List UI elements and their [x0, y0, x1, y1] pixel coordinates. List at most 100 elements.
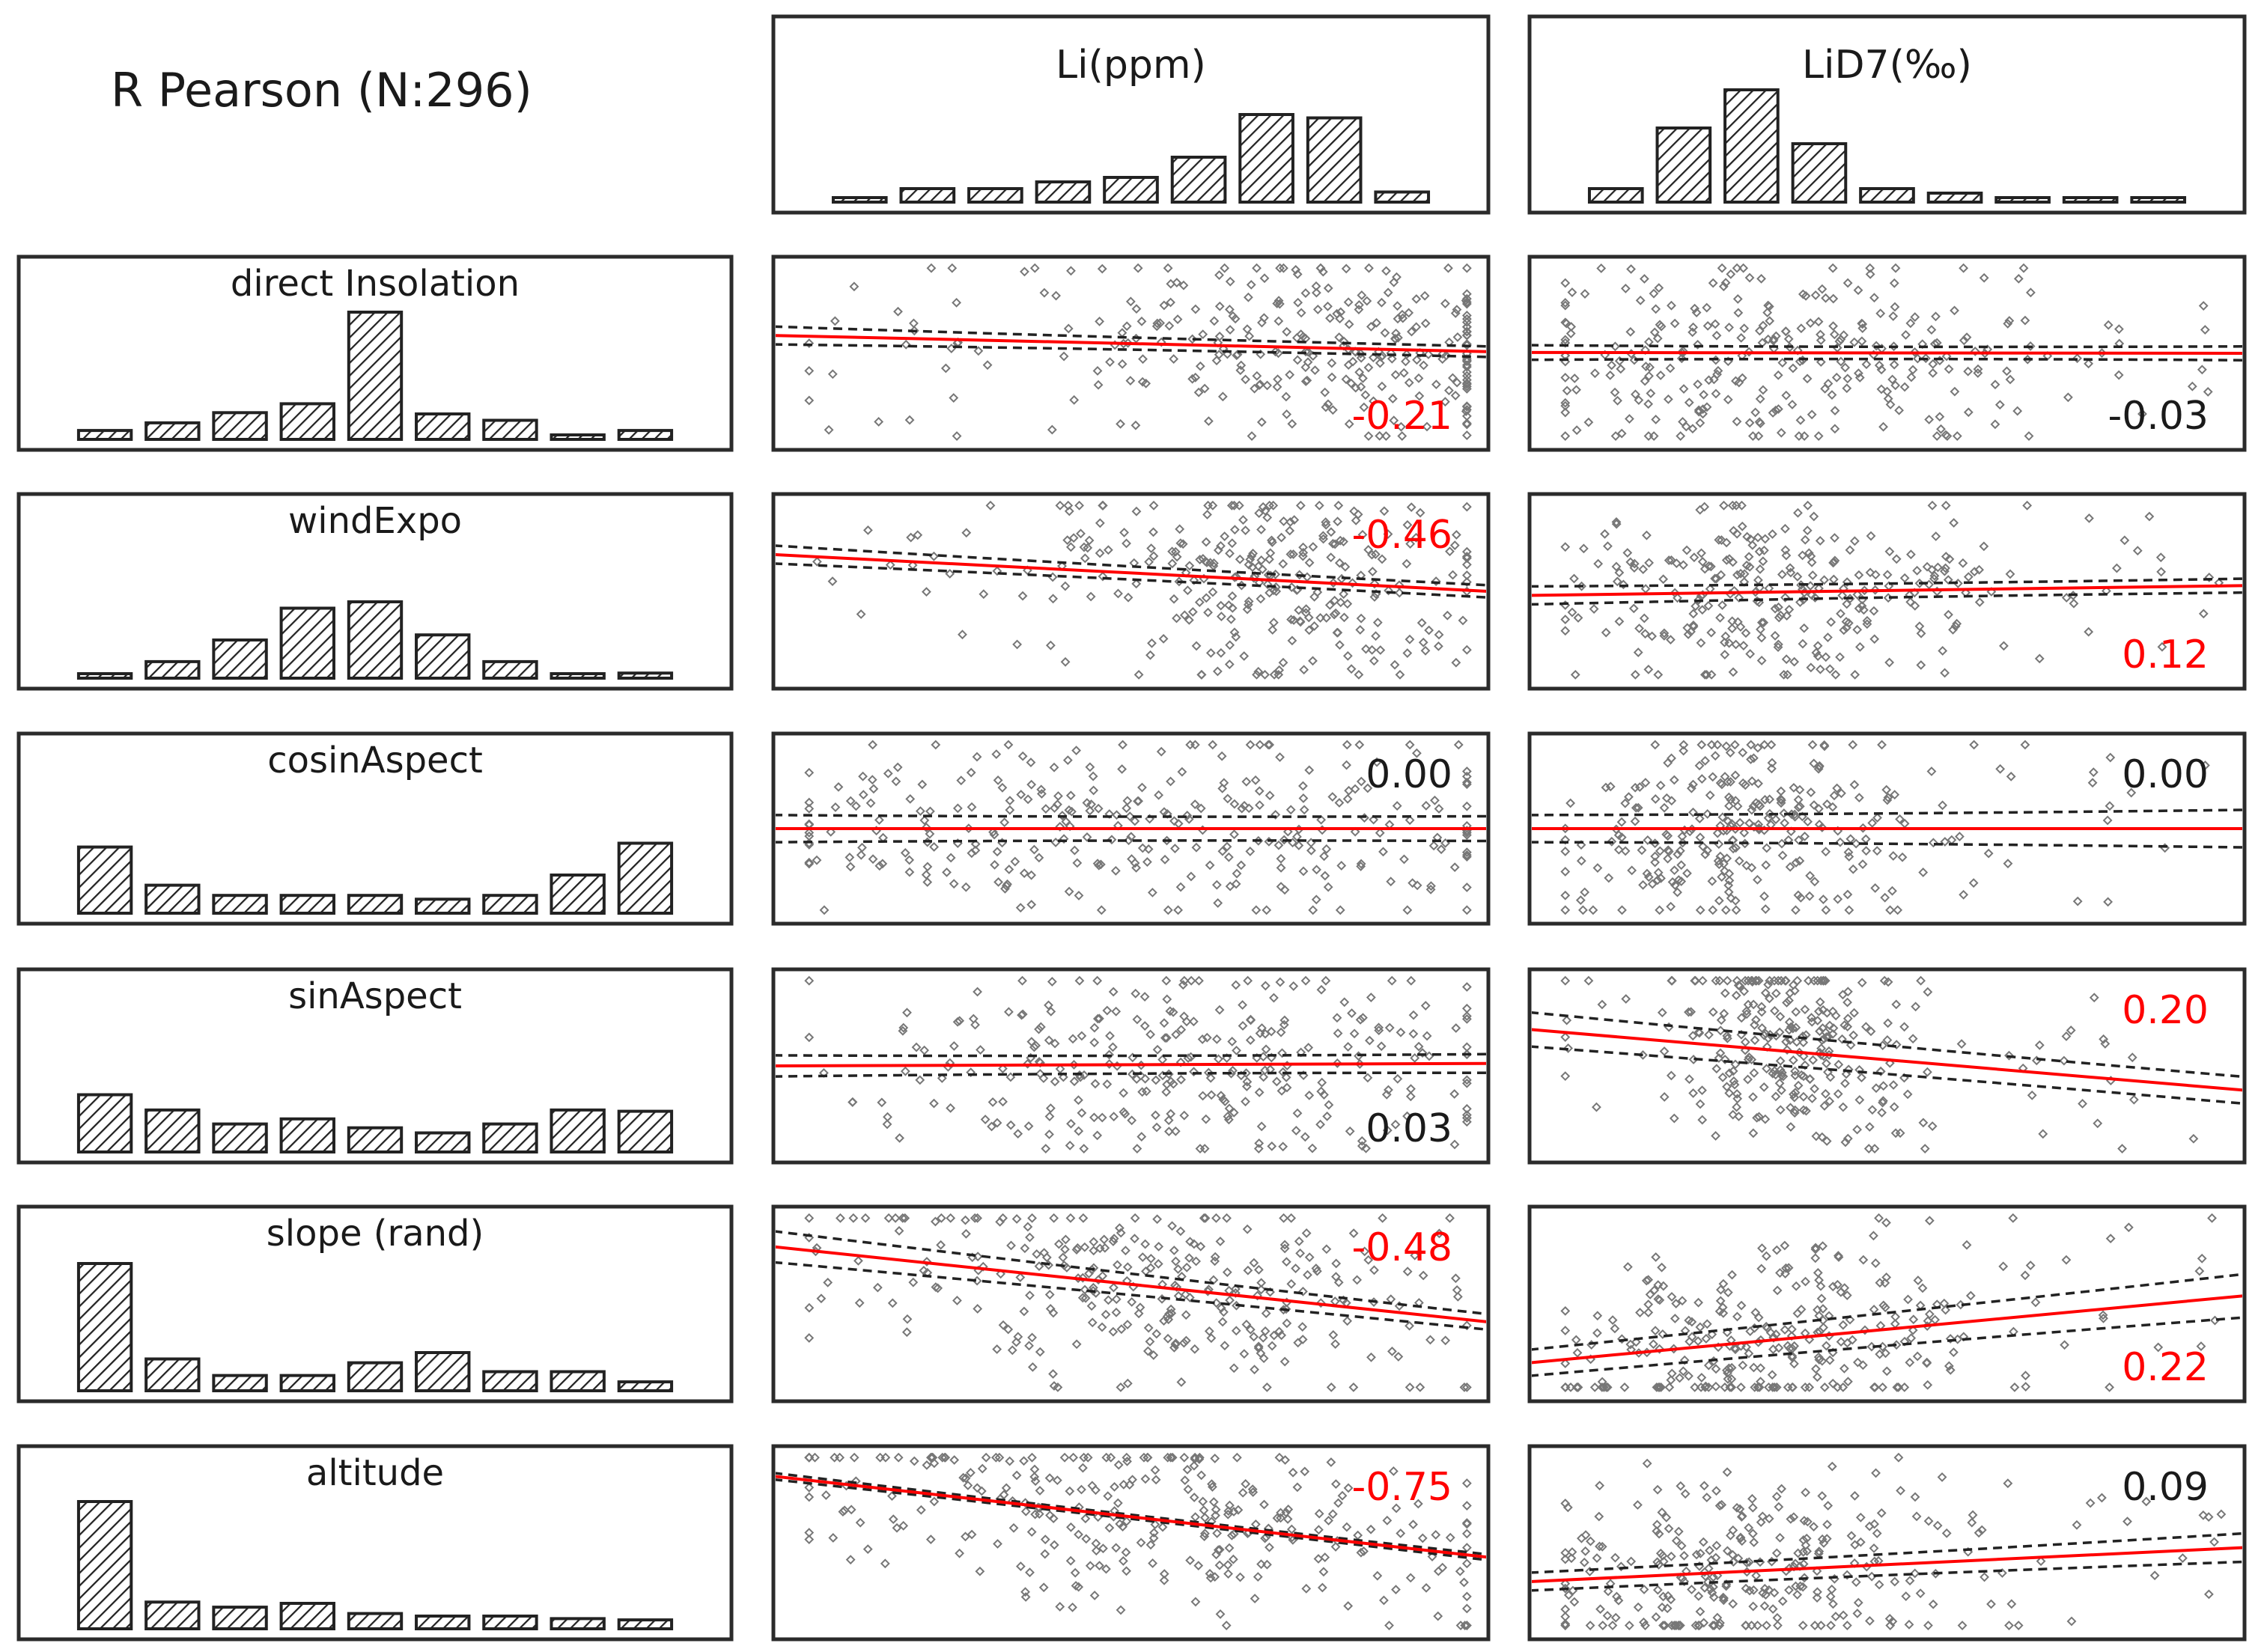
data-point — [2072, 1520, 2082, 1530]
data-point — [1801, 1106, 1811, 1116]
data-point — [2141, 1496, 2152, 1507]
data-point — [1237, 803, 1247, 814]
data-point — [1059, 834, 1069, 844]
data-point — [1181, 1017, 1192, 1027]
data-point — [1720, 905, 1731, 915]
data-point — [1690, 1382, 1700, 1392]
data-point — [1560, 867, 1571, 877]
data-point — [1963, 366, 1974, 377]
data-point — [1737, 521, 1747, 531]
data-point — [1798, 1037, 1809, 1048]
data-point — [1625, 326, 1636, 337]
data-point — [1157, 1522, 1168, 1532]
data-point — [1089, 1591, 1100, 1600]
data-point — [1413, 1041, 1424, 1052]
data-point — [1885, 1621, 1896, 1630]
data-point — [1122, 1378, 1133, 1389]
data-point — [1333, 500, 1344, 510]
data-point — [1175, 524, 1185, 534]
data-point — [1687, 1332, 1697, 1342]
data-point — [1191, 1256, 1202, 1267]
data-point — [1304, 1252, 1315, 1263]
data-point — [925, 1452, 936, 1463]
data-point — [1048, 1308, 1059, 1318]
data-point — [1560, 1071, 1571, 1082]
data-point — [1461, 1519, 1472, 1529]
data-point — [1103, 545, 1113, 555]
data-point — [1727, 1270, 1737, 1280]
data-point — [1243, 975, 1253, 986]
data-point — [1230, 1284, 1241, 1294]
data-point — [1181, 1262, 1192, 1272]
data-point — [1060, 581, 1071, 591]
data-point — [1354, 740, 1365, 750]
data-point — [1895, 1128, 1905, 1139]
data-point — [1825, 664, 1835, 674]
data-point — [1318, 534, 1329, 544]
data-point — [1253, 1144, 1264, 1153]
data-point — [1816, 975, 1826, 986]
data-point — [1207, 1479, 1217, 1490]
data-point — [1273, 840, 1284, 850]
data-point — [1852, 624, 1863, 635]
data-point — [1999, 641, 2009, 651]
data-point — [1327, 372, 1337, 382]
data-point — [1798, 1621, 1808, 1630]
histogram-bar — [76, 1262, 133, 1392]
data-point — [2120, 535, 2130, 546]
data-point — [1626, 1556, 1637, 1567]
data-point — [1079, 1452, 1089, 1463]
data-point — [1815, 536, 1825, 546]
histogram-bar — [415, 1131, 471, 1153]
data-point — [2020, 315, 2030, 326]
data-point — [2020, 740, 2030, 750]
data-point — [1229, 1107, 1239, 1118]
data-point — [1148, 500, 1159, 510]
data-point — [1842, 1290, 1852, 1300]
data-point — [2178, 1553, 2188, 1563]
data-point — [1189, 575, 1199, 585]
data-point — [1245, 555, 1256, 564]
data-point — [1199, 1513, 1210, 1523]
data-point — [1756, 1363, 1766, 1374]
data-point — [1770, 603, 1780, 614]
data-point — [1864, 1521, 1875, 1531]
data-point — [1825, 1591, 1836, 1602]
data-point — [1640, 1621, 1650, 1630]
data-point — [1775, 1011, 1786, 1022]
data-point — [1901, 1591, 1911, 1601]
data-point — [1700, 850, 1711, 859]
data-point — [1890, 1576, 1900, 1587]
data-point — [1232, 868, 1242, 879]
data-point — [1722, 1082, 1732, 1092]
data-point — [1254, 508, 1265, 519]
data-point — [1802, 1546, 1813, 1556]
data-point — [2009, 1382, 2020, 1392]
data-point — [1423, 350, 1434, 359]
data-point — [1630, 816, 1640, 826]
data-point — [1304, 1090, 1315, 1100]
data-point — [1941, 1305, 1951, 1315]
data-point — [1670, 318, 1680, 329]
data-point — [1625, 1339, 1636, 1350]
data-point — [1924, 1216, 1935, 1226]
data-point — [1950, 386, 1960, 397]
data-point — [2137, 409, 2147, 419]
data-point — [1841, 1069, 1851, 1079]
data-point — [1671, 1299, 1682, 1308]
data-point — [1857, 323, 1868, 333]
data-point — [1699, 1481, 1709, 1491]
data-point — [1111, 1543, 1122, 1553]
data-point — [1449, 540, 1460, 550]
data-point — [1813, 1006, 1824, 1017]
data-point — [804, 1492, 815, 1502]
data-point — [1706, 669, 1717, 680]
data-point — [1147, 887, 1157, 897]
data-point — [1738, 1360, 1748, 1371]
data-point — [1293, 297, 1303, 308]
data-point — [1812, 1566, 1822, 1576]
data-point — [1712, 828, 1723, 838]
data-point — [1339, 589, 1349, 600]
data-point — [1278, 1067, 1288, 1077]
data-point — [1356, 1547, 1366, 1558]
